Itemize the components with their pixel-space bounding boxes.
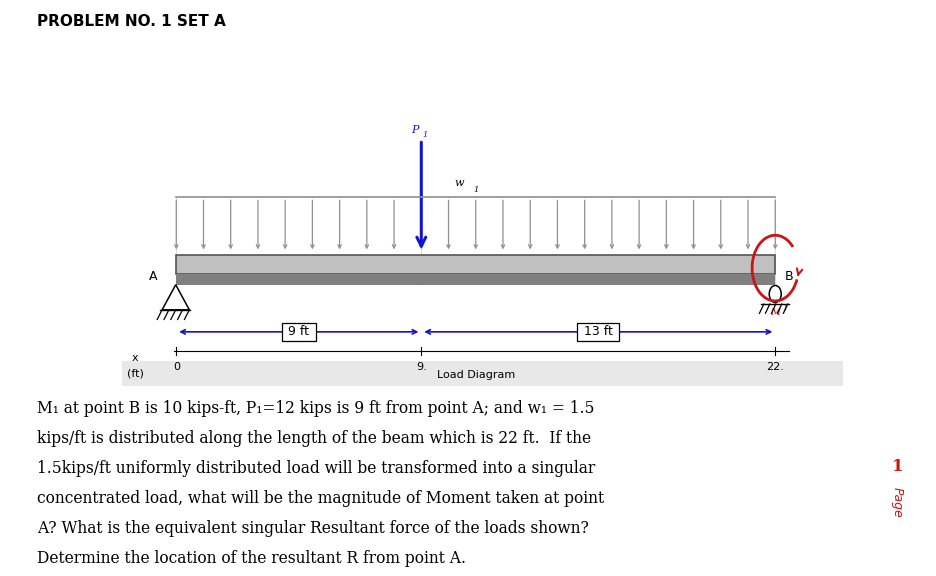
- Text: M₁ at point B is 10 kips-ft, P₁=12 kips is 9 ft from point A; and w₁ = 1.5: M₁ at point B is 10 kips-ft, P₁=12 kips …: [37, 400, 594, 418]
- Bar: [176, 274, 774, 285]
- Bar: [122, 361, 842, 386]
- Text: 1.5kips/ft uniformly distributed load will be transformed into a singular: 1.5kips/ft uniformly distributed load wi…: [37, 460, 595, 478]
- Text: Determine the location of the resultant R from point A.: Determine the location of the resultant …: [37, 550, 466, 567]
- Text: 1: 1: [891, 458, 902, 475]
- Text: Load Diagram: Load Diagram: [436, 370, 514, 380]
- Text: 1: 1: [782, 304, 786, 312]
- Text: 1: 1: [422, 131, 428, 139]
- Text: 13 ft: 13 ft: [579, 325, 616, 338]
- Text: kips/ft is distributed along the length of the beam which is 22 ft.  If the: kips/ft is distributed along the length …: [37, 430, 591, 448]
- Text: P: P: [411, 125, 418, 135]
- Text: w: w: [453, 178, 463, 188]
- Circle shape: [768, 286, 781, 302]
- Polygon shape: [162, 285, 189, 310]
- Text: A? What is the equivalent singular Resultant force of the loads shown?: A? What is the equivalent singular Resul…: [37, 520, 589, 537]
- Bar: [176, 255, 774, 274]
- Text: Page: Page: [890, 487, 903, 517]
- Text: x: x: [132, 353, 139, 363]
- Text: A: A: [149, 270, 157, 283]
- Text: B: B: [784, 270, 793, 283]
- Text: 22.: 22.: [766, 362, 783, 372]
- Text: 0: 0: [172, 362, 180, 372]
- Text: 1: 1: [473, 185, 478, 194]
- Text: concentrated load, what will be the magnitude of Moment taken at point: concentrated load, what will be the magn…: [37, 490, 604, 507]
- Text: (ft): (ft): [127, 369, 144, 378]
- Text: M: M: [769, 308, 780, 317]
- Text: 9.: 9.: [416, 362, 426, 372]
- Text: PROBLEM NO. 1 SET A: PROBLEM NO. 1 SET A: [37, 14, 226, 29]
- Text: 9 ft: 9 ft: [284, 325, 313, 338]
